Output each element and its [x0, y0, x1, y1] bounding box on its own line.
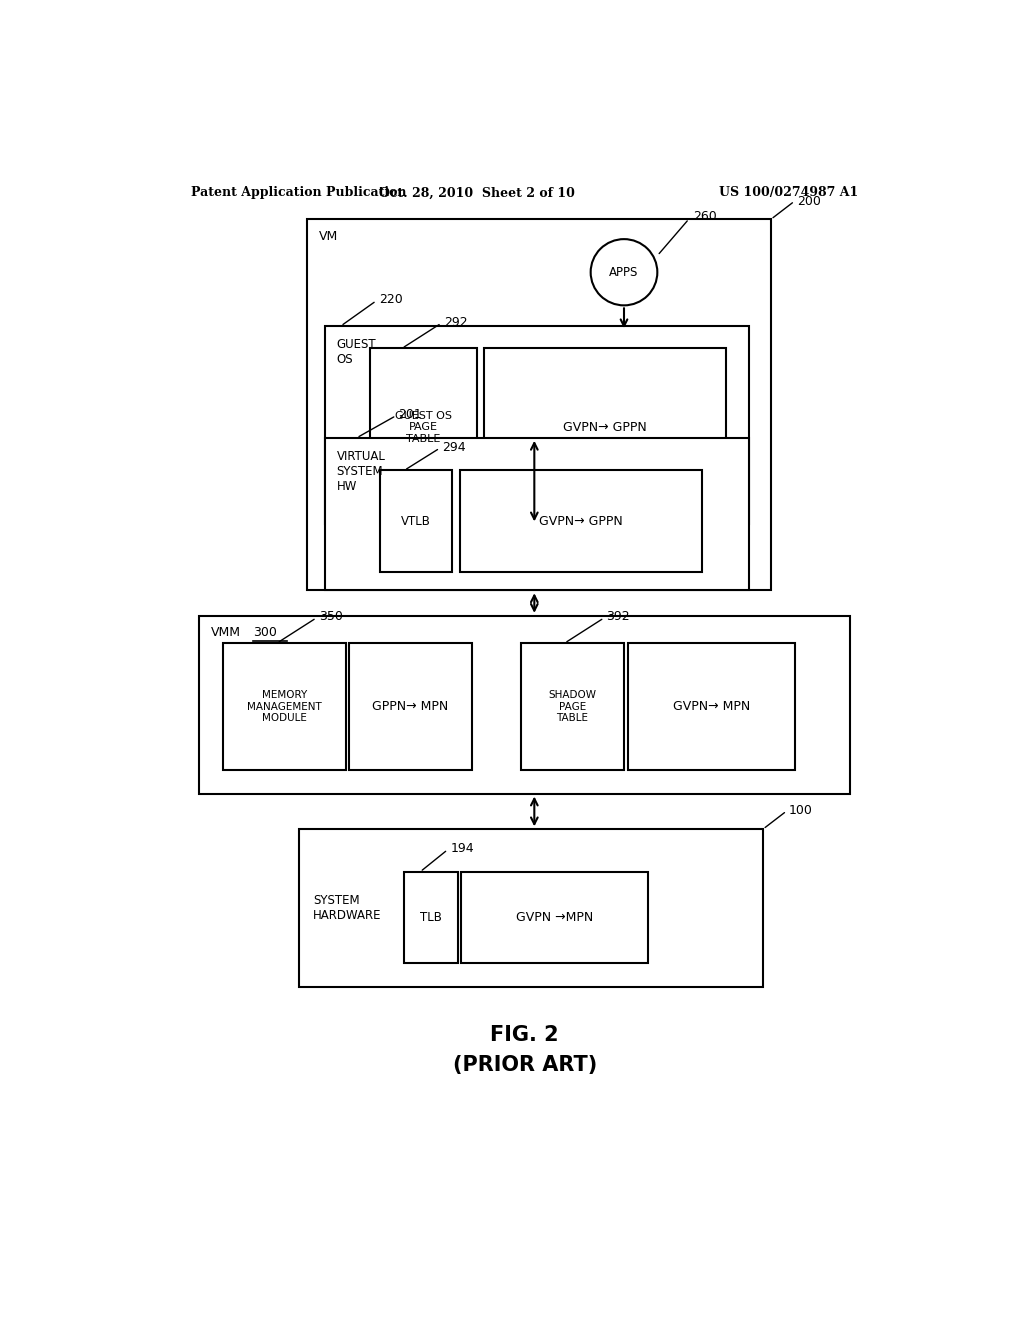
Text: Patent Application Publication: Patent Application Publication	[191, 186, 407, 199]
Text: US 100/0274987 A1: US 100/0274987 A1	[719, 186, 858, 199]
Text: APPS: APPS	[609, 265, 639, 279]
FancyBboxPatch shape	[200, 615, 850, 793]
FancyBboxPatch shape	[348, 643, 472, 771]
Text: Oct. 28, 2010  Sheet 2 of 10: Oct. 28, 2010 Sheet 2 of 10	[379, 186, 575, 199]
FancyBboxPatch shape	[521, 643, 624, 771]
FancyBboxPatch shape	[380, 470, 452, 572]
Text: SYSTEM
HARDWARE: SYSTEM HARDWARE	[313, 894, 381, 921]
FancyBboxPatch shape	[325, 326, 750, 524]
FancyBboxPatch shape	[325, 438, 750, 590]
FancyBboxPatch shape	[306, 219, 771, 590]
FancyBboxPatch shape	[404, 873, 458, 964]
Text: 200: 200	[797, 194, 821, 207]
Text: (PRIOR ART): (PRIOR ART)	[453, 1055, 597, 1074]
Text: GVPN→ GPPN: GVPN→ GPPN	[562, 421, 646, 434]
Text: GVPN→ MPN: GVPN→ MPN	[673, 700, 750, 713]
Text: 220: 220	[379, 293, 402, 306]
Text: GVPN→ GPPN: GVPN→ GPPN	[539, 515, 623, 528]
FancyBboxPatch shape	[461, 873, 648, 964]
Text: FIG. 2: FIG. 2	[490, 1024, 559, 1044]
Text: GPPN→ MPN: GPPN→ MPN	[372, 700, 449, 713]
Text: GUEST
OS: GUEST OS	[337, 338, 377, 367]
FancyBboxPatch shape	[223, 643, 346, 771]
Text: VM: VM	[318, 230, 338, 243]
FancyBboxPatch shape	[483, 348, 726, 506]
FancyBboxPatch shape	[299, 829, 763, 987]
Text: VMM: VMM	[211, 626, 242, 639]
Text: 292: 292	[443, 315, 468, 329]
FancyBboxPatch shape	[370, 348, 477, 506]
Text: VIRTUAL
SYSTEM
HW: VIRTUAL SYSTEM HW	[337, 450, 386, 494]
Text: 350: 350	[318, 610, 343, 623]
Text: 194: 194	[451, 842, 474, 855]
Text: 201: 201	[398, 408, 422, 421]
Text: VTLB: VTLB	[401, 515, 431, 528]
Text: TLB: TLB	[420, 911, 442, 924]
Text: GUEST OS
PAGE
TABLE: GUEST OS PAGE TABLE	[395, 411, 453, 444]
Text: 392: 392	[606, 610, 630, 623]
Text: 100: 100	[790, 804, 813, 817]
Text: 260: 260	[693, 210, 717, 223]
FancyBboxPatch shape	[460, 470, 701, 572]
Text: 300: 300	[253, 626, 278, 639]
FancyBboxPatch shape	[628, 643, 795, 771]
Text: GVPN →MPN: GVPN →MPN	[516, 911, 593, 924]
Text: SHADOW
PAGE
TABLE: SHADOW PAGE TABLE	[549, 690, 596, 723]
Text: MEMORY
MANAGEMENT
MODULE: MEMORY MANAGEMENT MODULE	[248, 690, 323, 723]
Text: 294: 294	[442, 441, 466, 454]
